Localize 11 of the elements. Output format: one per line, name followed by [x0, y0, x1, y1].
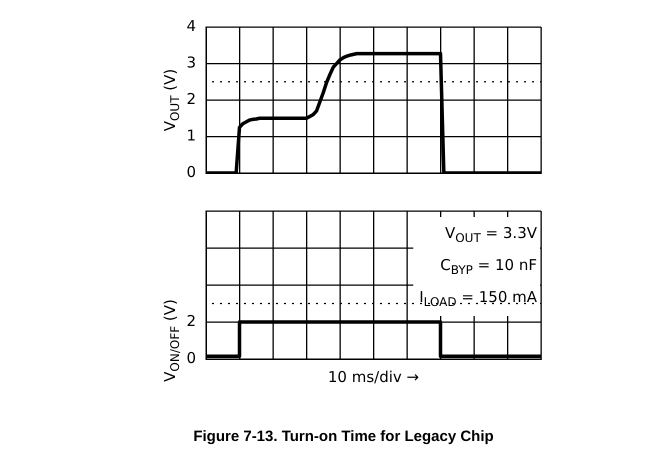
y-axis-title: VON/OFF (V) — [160, 299, 182, 382]
y-axis-title: VOUT (V) — [160, 68, 182, 132]
y-tick-label: 0 — [186, 162, 196, 181]
y-tick-label: 4 — [186, 16, 196, 35]
y-tick-label: 2 — [186, 312, 196, 330]
x-axis-title: 10 ms/div → — [328, 368, 420, 386]
y-tick-label: 0 — [186, 348, 196, 367]
y-tick-label: 2 — [186, 90, 196, 108]
text: Figure 7-13. Turn-on Time for Legacy Chip — [193, 428, 494, 446]
y-tick-label: 3 — [186, 53, 196, 72]
y-tick-label: 1 — [186, 126, 196, 144]
